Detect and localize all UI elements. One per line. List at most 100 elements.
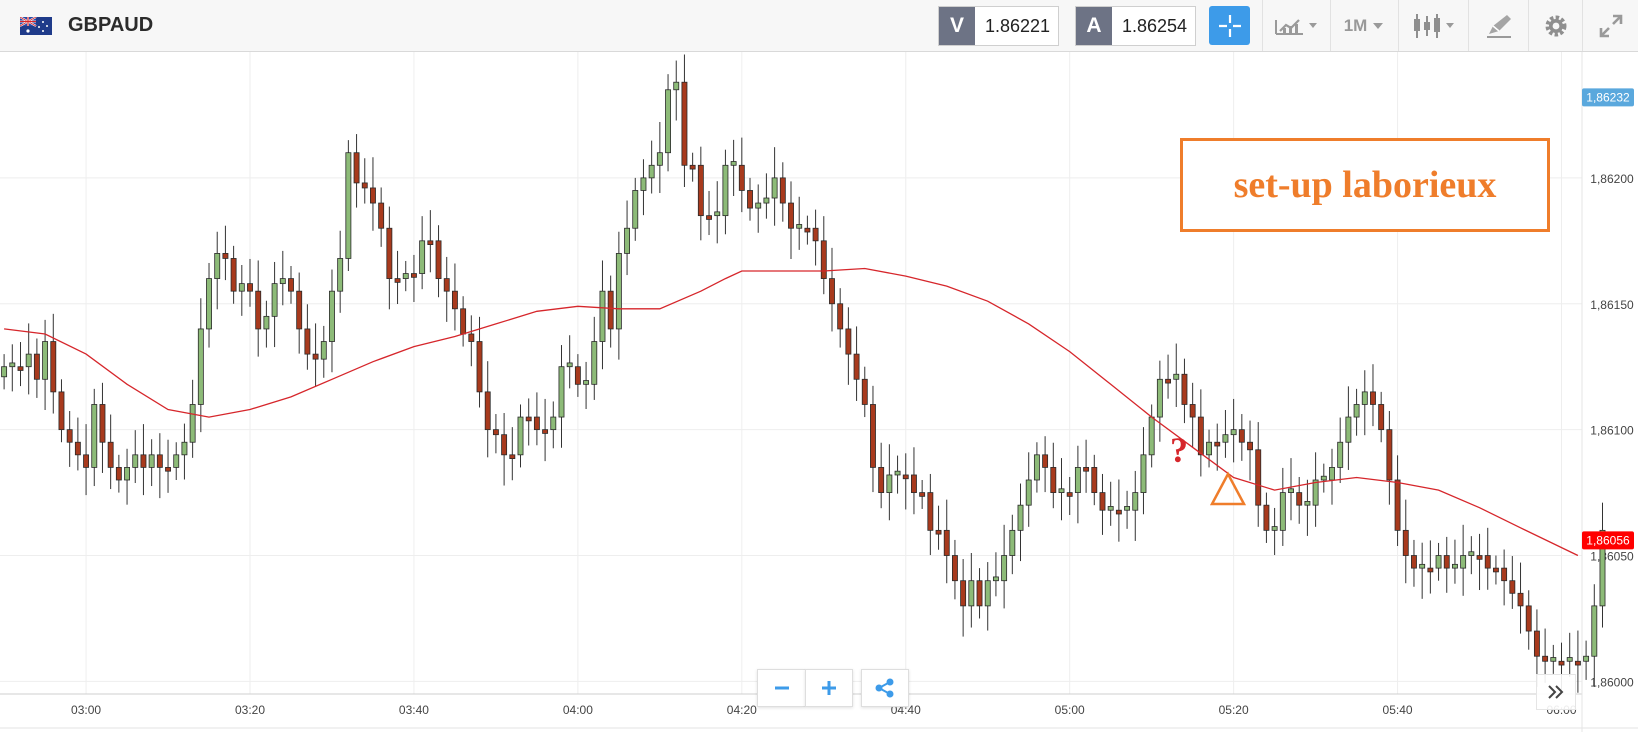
candle-body: [435, 240, 442, 279]
candle-bearish: [1115, 479, 1122, 542]
candle-body: [607, 290, 614, 330]
candle-body: [730, 161, 737, 166]
candle-bullish: [583, 361, 590, 410]
candle-bearish: [156, 433, 163, 499]
candle-body: [337, 258, 344, 292]
candle-body: [1058, 488, 1065, 493]
candle-bullish: [517, 404, 524, 468]
scroll-to-latest-button[interactable]: [1536, 674, 1576, 710]
drawing-tools-button[interactable]: [1468, 0, 1528, 51]
instrument-symbol: GBPAUD: [68, 14, 154, 36]
crosshair-button[interactable]: [1209, 6, 1250, 45]
plus-icon: [822, 681, 836, 695]
candle-bearish: [525, 398, 532, 446]
candle-body: [1017, 504, 1024, 531]
candle-body: [1230, 429, 1237, 436]
candle-body: [1443, 555, 1450, 569]
candle-bullish: [181, 423, 188, 480]
x-tick-label: 04:20: [727, 703, 757, 717]
candle-body: [33, 353, 40, 380]
price-chart[interactable]: 03:00 03:20 03:40 04:00 04:20 04:40 05:00 05:20…: [0, 52, 1638, 732]
candle-body: [837, 303, 844, 330]
candle-bullish: [968, 553, 975, 628]
candle-body: [1509, 580, 1516, 594]
candle-bearish: [1091, 454, 1098, 506]
candle-bearish: [1247, 420, 1253, 481]
settings-button[interactable]: [1528, 0, 1582, 51]
candle-body: [1435, 555, 1442, 569]
timeframe-button[interactable]: 1M: [1330, 0, 1398, 51]
zoom-out-button[interactable]: [757, 669, 805, 707]
candle-body: [411, 273, 417, 278]
candle-body: [763, 197, 770, 204]
candle-body: [509, 454, 516, 459]
candle-body: [156, 454, 163, 468]
candle-bearish: [574, 354, 581, 397]
buy-price: 1.86254: [1122, 16, 1188, 36]
candle-bearish: [853, 326, 860, 401]
candle-body: [468, 333, 475, 342]
candle-bullish: [329, 269, 335, 373]
fullscreen-button[interactable]: [1582, 0, 1638, 51]
candle-body: [886, 474, 893, 493]
candle-body: [501, 434, 508, 456]
candle-bullish: [665, 74, 671, 172]
candle-bullish: [1074, 445, 1081, 524]
candle-bullish: [206, 262, 212, 348]
candle-bearish: [165, 439, 171, 493]
candle-bearish: [1394, 455, 1401, 546]
x-tick-label: 03:00: [71, 703, 101, 717]
candle-bullish: [1222, 410, 1229, 458]
candle-bullish: [599, 260, 606, 370]
candle-bullish: [632, 177, 639, 241]
candle-bullish: [1033, 442, 1040, 493]
candle-body: [1320, 475, 1327, 481]
share-button[interactable]: [861, 669, 909, 707]
candle-body: [9, 362, 16, 368]
candle-body: [1214, 441, 1221, 447]
x-tick-label: 04:00: [563, 703, 593, 717]
candle-body: [755, 202, 762, 209]
candle-body: [230, 258, 237, 292]
candle-body: [566, 362, 573, 368]
candle-bearish: [115, 454, 122, 493]
zoom-in-button[interactable]: [805, 669, 853, 707]
candle-bullish: [722, 149, 729, 235]
candle-bullish: [763, 173, 770, 219]
candle-body: [115, 467, 122, 481]
chart-type-button[interactable]: [1262, 0, 1330, 51]
price-tag-last: 1,86056: [1582, 531, 1634, 550]
candle-bearish: [1066, 476, 1073, 515]
y-tick-label: 1,86050: [1590, 550, 1634, 564]
candle-body: [1025, 479, 1032, 506]
candle-bearish: [747, 177, 753, 221]
candle-bearish: [58, 379, 65, 443]
candle-bearish: [1255, 422, 1262, 527]
candle-body: [394, 278, 401, 283]
candle-bearish: [861, 366, 868, 418]
price-tag-last-label: 1,86056: [1586, 533, 1630, 547]
candle-bullish: [755, 184, 762, 233]
candle-bullish: [886, 444, 893, 521]
buy-quote[interactable]: A 1.86254: [1075, 6, 1197, 46]
candle-body: [1361, 391, 1368, 405]
candle-bearish: [820, 216, 827, 295]
candlestick-chart[interactable]: 03:00 03:20 03:40 04:00 04:20 04:40 05:00 05:20…: [0, 52, 1638, 732]
candle-bullish: [796, 196, 803, 250]
candle-bearish: [1476, 533, 1483, 591]
candle-body: [550, 416, 557, 431]
candle-bearish: [706, 190, 712, 236]
candlestick-icon: [1413, 13, 1454, 38]
candle-body: [853, 353, 860, 380]
candle-body: [1345, 416, 1352, 443]
candle-body: [1574, 660, 1581, 666]
candle-body: [386, 227, 393, 279]
candle-body: [370, 187, 376, 204]
candle-bearish: [812, 209, 819, 266]
candle-body: [1468, 551, 1475, 556]
candle-bullish: [1148, 404, 1155, 468]
candle-style-button[interactable]: [1398, 0, 1468, 51]
candle-bearish: [1517, 562, 1524, 634]
sell-quote[interactable]: V 1.86221: [938, 6, 1060, 46]
candle-bullish: [771, 147, 778, 226]
